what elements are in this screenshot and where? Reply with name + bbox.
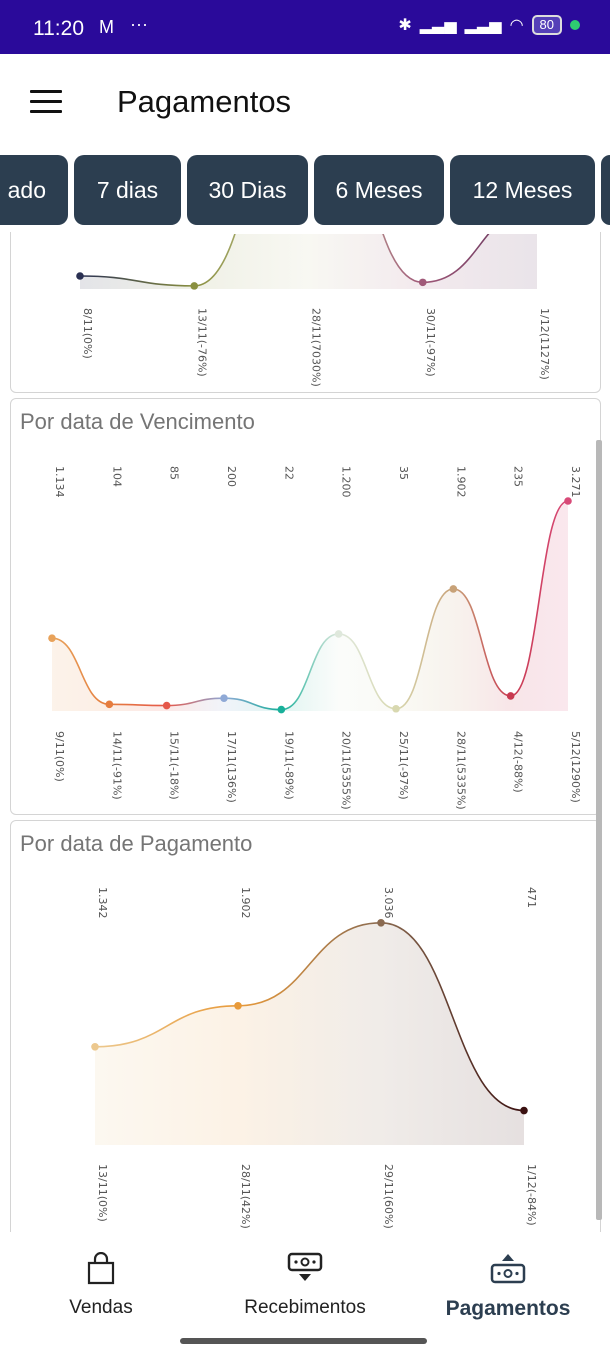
app-bar: Pagamentos	[0, 54, 610, 150]
date-label: 4/12(-88%)	[512, 731, 525, 793]
area-fill	[52, 501, 568, 711]
date-label: 17/11(136%)	[225, 731, 238, 803]
data-point[interactable]	[91, 1042, 99, 1051]
date-label: 15/11(-18%)	[168, 731, 181, 800]
tab-6-meses[interactable]: 6 Meses	[314, 155, 444, 225]
date-label: 28/11(7030%)	[310, 308, 323, 387]
bluetooth-icon: ✱	[398, 17, 412, 34]
page-title: Pagamentos	[117, 84, 292, 119]
date-label: 28/11(42%)	[239, 1164, 252, 1229]
chart-card-vencimento: Por data de Vencimento	[10, 398, 601, 815]
chart-2: 13/11(0%) 1.342 28/11(42%) 1.902 29/11(60%) 3…	[91, 887, 538, 1229]
nav-label: Recebimentos	[244, 1297, 366, 1318]
value-label: 1.134	[53, 466, 66, 498]
card-title: Por data de Vencimento	[20, 409, 255, 434]
date-label: 25/11(-97%)	[397, 731, 410, 800]
battery-icon: 80	[531, 15, 562, 35]
value-label: 3.036	[382, 887, 395, 919]
nav-pagamentos[interactable]: Pagamentos	[440, 1252, 576, 1321]
period-tabs: ado 7 dias 30 Dias 6 Meses 12 Meses	[0, 150, 610, 232]
nav-label: Vendas	[69, 1297, 133, 1318]
nav-label: Pagamentos	[445, 1297, 571, 1320]
signal-icon: ▂▃▅	[419, 17, 457, 34]
hamburger-menu-icon[interactable]	[30, 90, 62, 114]
home-indicator[interactable]	[180, 1338, 427, 1344]
area-fill	[95, 922, 524, 1145]
card-title: Por data de Pagamento	[20, 831, 253, 856]
value-label: 235	[512, 466, 525, 487]
charts-scroll-area[interactable]: Por data de Vencimento Por data de Pagam…	[0, 232, 610, 1232]
data-point[interactable]	[334, 630, 343, 638]
chart-1: 9/11(0%) 1.134 14/11(-91%) 104 15/11(-18%) 85…	[48, 466, 582, 810]
data-point[interactable]	[76, 272, 84, 280]
privacy-dot	[570, 20, 580, 30]
nav-recebimentos[interactable]: Recebimentos	[240, 1252, 370, 1319]
shopping-bag-icon	[87, 1251, 115, 1285]
value-label: 1.902	[454, 466, 467, 498]
tab-12-meses[interactable]: 12 Meses	[450, 155, 595, 225]
data-point[interactable]	[392, 704, 400, 713]
wifi-icon: ◠	[509, 17, 524, 34]
data-point[interactable]	[520, 1106, 528, 1115]
clock: 11:20	[33, 17, 84, 40]
data-point[interactable]	[277, 705, 286, 714]
tab-next-clipped[interactable]	[601, 155, 610, 225]
value-label: 104	[110, 466, 123, 487]
chart-0: 8/11(0%) 13/11(-76%) 28/11(7030%) 30/11(-97…	[76, 234, 551, 387]
data-point[interactable]	[162, 701, 171, 710]
data-point[interactable]	[105, 700, 114, 709]
value-label: 471	[525, 887, 538, 908]
data-point[interactable]	[220, 694, 228, 702]
bottom-nav: Vendas Recebimentos Pagamentos	[0, 1232, 610, 1356]
date-label: 19/11(-89%)	[282, 731, 295, 800]
money-receive-icon	[287, 1252, 323, 1281]
date-label: 5/12(1290%)	[569, 731, 582, 803]
nav-vendas[interactable]: Vendas	[60, 1251, 142, 1319]
date-label: 14/11(-91%)	[110, 731, 123, 800]
value-label: 200	[225, 466, 238, 487]
value-label: 1.342	[96, 887, 109, 919]
data-point[interactable]	[190, 282, 199, 290]
money-send-icon	[490, 1254, 526, 1284]
date-label: 13/11(-76%)	[195, 308, 208, 377]
more-notifications: ···	[130, 14, 148, 34]
data-point[interactable]	[506, 692, 515, 700]
series-line	[94, 921, 525, 1112]
value-label: 35	[397, 466, 410, 480]
tab-period-clipped[interactable]: ado	[0, 155, 68, 225]
data-point[interactable]	[564, 497, 572, 505]
data-point[interactable]	[377, 918, 385, 927]
value-label: 85	[168, 466, 181, 480]
date-label: 29/11(60%)	[382, 1164, 395, 1229]
data-point[interactable]	[449, 585, 458, 593]
value-label: 1.200	[340, 466, 353, 498]
data-point[interactable]	[48, 634, 56, 642]
date-label: 1/12(-84%)	[525, 1164, 538, 1226]
area-fill	[80, 234, 537, 289]
data-point[interactable]	[234, 1001, 242, 1010]
date-label: 8/11(0%)	[81, 308, 94, 359]
tab-30-dias[interactable]: 30 Dias	[187, 155, 308, 225]
scrollbar[interactable]	[596, 440, 602, 1220]
date-label: 1/12(1127%)	[538, 308, 551, 380]
value-label: 3.271	[569, 466, 582, 498]
charts-svg: 8/11(0%) 13/11(-76%) 28/11(7030%) 30/11(-97…	[48, 234, 582, 1229]
date-label: 13/11(0%)	[96, 1164, 109, 1222]
date-label: 20/11(5355%)	[340, 731, 353, 810]
gmail-icon: M	[99, 17, 114, 37]
data-point[interactable]	[418, 278, 427, 287]
status-bar: 11:20 M ··· ✱ ▂▃▅ ▂▃▅ ◠ 80	[0, 0, 610, 54]
value-label: 1.902	[239, 887, 252, 919]
date-label: 9/11(0%)	[53, 731, 66, 782]
value-label: 22	[282, 466, 295, 480]
tab-7-dias[interactable]: 7 dias	[74, 155, 181, 225]
signal-icon-2: ▂▃▅	[464, 17, 502, 34]
date-label: 28/11(5335%)	[454, 731, 467, 810]
series-line	[79, 234, 490, 287]
date-label: 30/11(-97%)	[424, 308, 437, 377]
